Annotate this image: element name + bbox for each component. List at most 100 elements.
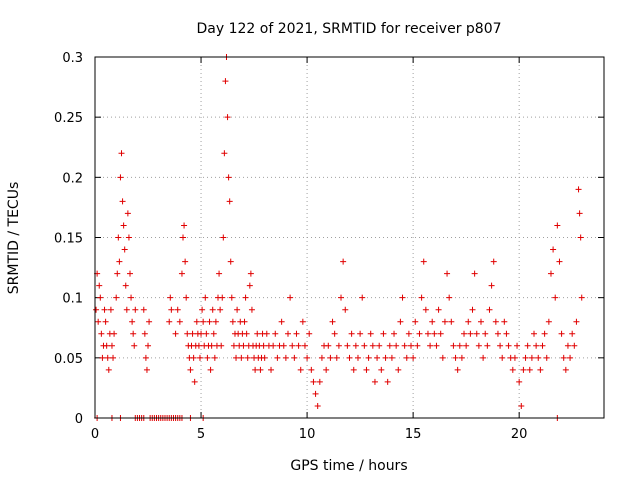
y-tick-label: 0.25 — [54, 111, 83, 126]
data-point — [182, 258, 189, 265]
data-point — [143, 366, 150, 373]
data-point — [380, 330, 387, 337]
data-point — [184, 330, 191, 337]
data-point — [115, 234, 122, 241]
data-point — [578, 294, 585, 301]
x-tick-label: 10 — [299, 427, 316, 442]
data-point — [297, 366, 304, 373]
data-point — [456, 342, 463, 349]
data-point — [461, 330, 468, 337]
data-point — [233, 354, 240, 361]
data-point — [427, 342, 434, 349]
data-point — [316, 378, 323, 385]
data-point — [293, 330, 300, 337]
data-point — [348, 330, 355, 337]
data-point — [270, 342, 277, 349]
data-point — [145, 342, 152, 349]
data-point — [454, 366, 461, 373]
data-point — [431, 330, 438, 337]
data-point — [263, 330, 270, 337]
data-point — [180, 234, 187, 241]
data-point — [469, 306, 476, 313]
data-point — [312, 390, 319, 397]
data-point — [418, 294, 425, 301]
data-point — [408, 342, 415, 349]
data-point — [391, 330, 398, 337]
data-point — [556, 258, 563, 265]
data-point — [569, 330, 576, 337]
data-point — [484, 342, 491, 349]
data-point — [526, 366, 533, 373]
data-point — [346, 354, 353, 361]
data-point — [371, 378, 378, 385]
data-point — [140, 306, 147, 313]
data-point — [310, 378, 317, 385]
data-point — [410, 354, 417, 361]
data-point — [473, 330, 480, 337]
data-point — [539, 342, 546, 349]
data-point — [284, 330, 291, 337]
y-axis-label: SRMTID / TECUs — [6, 182, 22, 295]
data-point — [209, 306, 216, 313]
data-points — [93, 54, 585, 421]
data-point — [219, 294, 226, 301]
data-point — [230, 342, 237, 349]
data-point — [357, 330, 364, 337]
data-point — [216, 270, 223, 277]
data-point — [207, 366, 214, 373]
data-point — [333, 354, 340, 361]
data-point — [222, 78, 229, 85]
x-tick-label: 0 — [91, 427, 99, 442]
data-point — [335, 342, 342, 349]
data-point — [374, 354, 381, 361]
data-point — [132, 306, 139, 313]
data-point — [437, 330, 444, 337]
data-point — [369, 342, 376, 349]
data-point — [193, 318, 200, 325]
data-point — [480, 354, 487, 361]
data-point — [471, 270, 478, 277]
data-point — [537, 366, 544, 373]
data-point — [558, 330, 565, 337]
data-point — [509, 366, 516, 373]
data-point — [571, 342, 578, 349]
data-point — [220, 234, 227, 241]
data-point — [562, 366, 569, 373]
data-point — [130, 330, 137, 337]
data-point — [331, 330, 338, 337]
data-point — [119, 198, 126, 205]
data-point — [234, 306, 241, 313]
data-point — [238, 354, 245, 361]
data-point — [224, 114, 231, 121]
data-point — [121, 246, 128, 253]
y-tick-label: 0 — [75, 412, 83, 427]
data-point — [120, 222, 127, 229]
data-point — [422, 306, 429, 313]
data-point — [166, 318, 173, 325]
data-point — [554, 222, 561, 229]
y-tick-label: 0.05 — [54, 352, 83, 367]
data-point — [395, 366, 402, 373]
y-tick-label: 0.2 — [62, 171, 83, 186]
data-point — [528, 354, 535, 361]
data-point — [125, 234, 132, 241]
y-tick-labels: 0 0.05 0.1 0.15 0.2 0.25 0.3 — [54, 51, 83, 427]
data-point — [289, 342, 296, 349]
data-point — [552, 294, 559, 301]
data-point — [401, 342, 408, 349]
data-point — [429, 318, 436, 325]
data-point — [241, 318, 248, 325]
data-point — [123, 306, 130, 313]
data-point — [435, 306, 442, 313]
data-point — [96, 282, 103, 289]
data-point — [98, 330, 105, 337]
data-point — [225, 174, 232, 181]
data-point — [244, 354, 251, 361]
data-point — [260, 342, 267, 349]
data-point — [291, 354, 298, 361]
data-point — [450, 342, 457, 349]
data-point — [488, 282, 495, 289]
data-point — [287, 294, 294, 301]
x-tick-label: 5 — [197, 427, 205, 442]
data-point — [246, 282, 253, 289]
